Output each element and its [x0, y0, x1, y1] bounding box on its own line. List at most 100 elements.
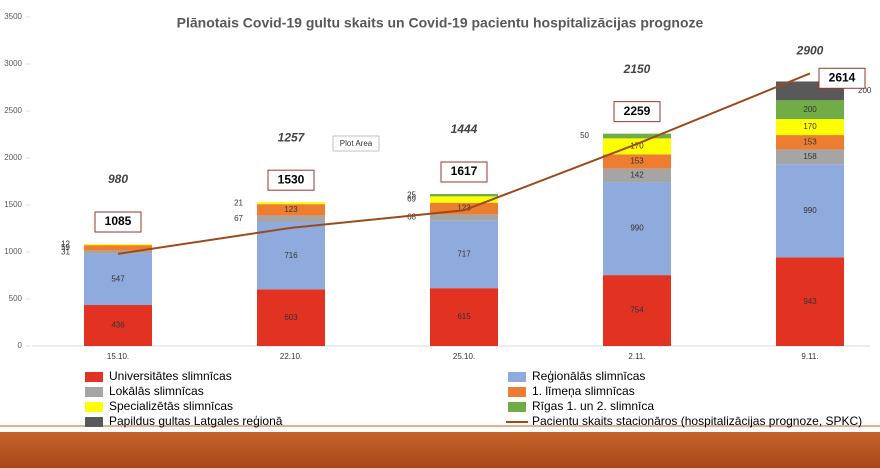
total-label: 1085 [105, 214, 132, 228]
data-label: 943 [803, 297, 817, 306]
legend-label: Rīgas 1. un 2. slimnīca [532, 399, 654, 413]
bar-segment [776, 135, 844, 150]
legend-label: 1. līmeņa slimnīcas [532, 384, 635, 398]
chart-title: Plānotais Covid-19 gultu skaits un Covid… [177, 15, 704, 31]
total-label: 1530 [278, 172, 305, 186]
data-label: 200 [803, 105, 817, 114]
forecast-label: 2900 [796, 43, 824, 57]
bar-segment [257, 204, 325, 216]
data-label: 170 [630, 141, 644, 150]
bar-segment [430, 194, 498, 197]
data-label: 142 [630, 170, 644, 179]
bar-segment [603, 168, 671, 183]
bar-segment [84, 253, 152, 306]
bar-segment [84, 305, 152, 346]
legend-label: Specializētās slimnīcas [109, 399, 233, 413]
y-tick-label: 3500 [4, 12, 22, 21]
x-tick-label: 15.10. [107, 352, 129, 361]
legend-label: Papildus gultas Latgales reģionā [109, 414, 283, 428]
data-label: 716 [284, 251, 298, 260]
bar-segment [257, 202, 325, 205]
data-label: 59 [61, 243, 70, 252]
legend-swatch [85, 402, 103, 412]
data-label: 68 [407, 213, 416, 222]
legend-label: Lokālās slimnīcas [109, 384, 204, 398]
data-label: 31 [61, 247, 70, 256]
data-label: 12 [61, 240, 70, 249]
bar-segment [776, 257, 844, 346]
legend-swatch [85, 387, 103, 397]
bar-segment [430, 220, 498, 289]
legend-swatch [508, 372, 526, 382]
data-label: 200 [858, 86, 872, 95]
legend-swatch [508, 402, 526, 412]
tooltip-box [332, 135, 380, 152]
bar-segment [603, 275, 671, 346]
bar-segment [430, 202, 498, 215]
x-tick-label: 9.11. [801, 352, 818, 361]
legend-label: Universitātes slimnīcas [109, 369, 232, 383]
data-label: 123 [284, 205, 298, 214]
legend-swatch [85, 372, 103, 382]
bar-segment [430, 196, 498, 203]
bar-segment [257, 289, 325, 346]
bar-segment [257, 215, 325, 223]
x-tick-label: 25.10. [453, 352, 475, 361]
total-box [440, 161, 488, 183]
data-label: 170 [803, 122, 817, 131]
forecast-label: 1257 [278, 130, 306, 144]
y-tick-label: 1500 [4, 200, 22, 209]
data-label: 158 [803, 152, 817, 161]
legend-label: Pacientu skaits stacionāros (hospitalizā… [532, 414, 862, 428]
bar-segment [776, 164, 844, 258]
bar-segment [84, 250, 152, 254]
x-tick-label: 22.10. [280, 352, 302, 361]
total-box [818, 67, 866, 89]
bar-segment [84, 245, 152, 251]
bar-segment [776, 119, 844, 136]
total-box [613, 101, 661, 123]
total-label: 2259 [624, 104, 651, 118]
data-label: 615 [457, 312, 471, 321]
bar-segment [776, 149, 844, 165]
data-label: 123 [457, 204, 471, 213]
y-tick-label: 2500 [4, 106, 22, 115]
data-label: 990 [630, 224, 644, 233]
data-label: 153 [630, 157, 644, 166]
y-tick-label: 2000 [4, 153, 22, 162]
legend-swatch [85, 417, 103, 427]
y-tick-label: 3000 [4, 59, 22, 68]
data-label: 50 [580, 131, 589, 140]
bar-segment [84, 244, 152, 246]
bar-segment [257, 222, 325, 290]
data-label: 153 [803, 137, 817, 146]
data-label: 21 [234, 198, 243, 207]
bar-segment [776, 100, 844, 120]
data-label: 754 [630, 306, 644, 315]
y-tick-label: 0 [18, 341, 23, 350]
forecast-label: 1444 [451, 122, 478, 136]
total-label: 2614 [829, 70, 856, 84]
y-tick-label: 500 [9, 294, 23, 303]
data-label: 69 [407, 195, 416, 204]
bar-segment [603, 133, 671, 139]
data-label: 717 [457, 250, 471, 259]
forecast-line [117, 72, 811, 255]
total-box [267, 169, 315, 191]
data-label: 67 [234, 214, 243, 223]
forecast-label: 980 [108, 172, 128, 186]
bar-segment [603, 154, 671, 169]
x-tick-label: 2.11. [628, 352, 645, 361]
legend-label: Reģionālās slimnīcas [532, 369, 645, 383]
data-label: 603 [284, 313, 298, 322]
y-tick-label: 1000 [4, 247, 22, 256]
forecast-label: 2150 [623, 62, 651, 76]
legend-swatch [508, 387, 526, 397]
data-label: 25 [407, 190, 416, 199]
data-label: 547 [111, 274, 125, 283]
tooltip: Plot Area [340, 139, 373, 148]
bar-segment [603, 182, 671, 276]
footer-band [0, 432, 880, 468]
bar-segment [430, 214, 498, 221]
